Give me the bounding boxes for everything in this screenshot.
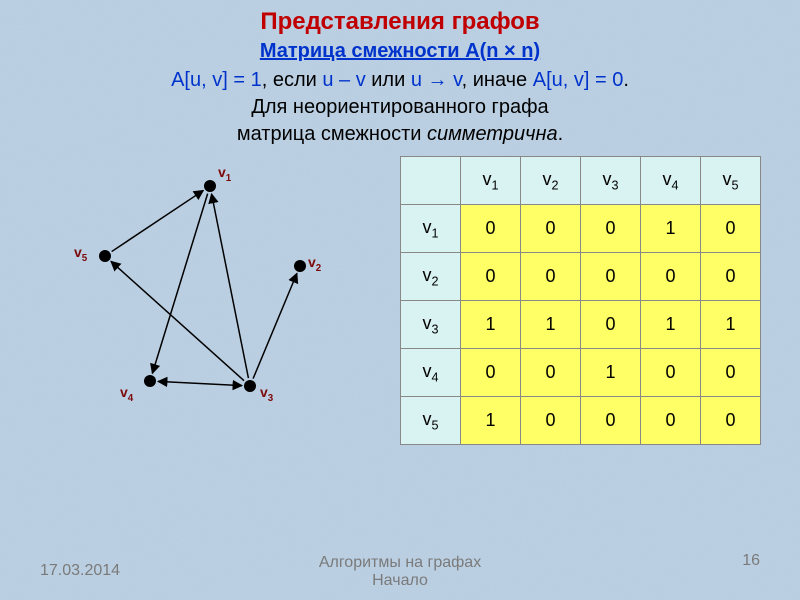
matrix-row-header: v1 bbox=[401, 205, 461, 253]
matrix-row-header: v5 bbox=[401, 397, 461, 445]
matrix-col-header: v1 bbox=[461, 157, 521, 205]
matrix-col-header: v3 bbox=[581, 157, 641, 205]
matrix-cell: 0 bbox=[581, 397, 641, 445]
graph-edge bbox=[253, 273, 297, 378]
graph-node-label: v5 bbox=[74, 244, 87, 264]
matrix-cell: 0 bbox=[641, 397, 701, 445]
matrix-row-header: v4 bbox=[401, 349, 461, 397]
matrix-cell: 1 bbox=[461, 301, 521, 349]
graph-node bbox=[99, 250, 111, 262]
matrix-cell: 1 bbox=[581, 349, 641, 397]
adjacency-matrix-table: v1v2v3v4v5v100010v200000v311011v400100v5… bbox=[400, 156, 761, 445]
matrix-cell: 0 bbox=[461, 349, 521, 397]
matrix-cell: 0 bbox=[461, 205, 521, 253]
matrix-col-header: v4 bbox=[641, 157, 701, 205]
slide-footer: 17.03.2014 Алгоритмы на графахНачало 16 bbox=[0, 554, 800, 590]
slide-subtitle: Матрица смежности A(n × n) bbox=[0, 40, 800, 63]
matrix-col-header: v5 bbox=[701, 157, 761, 205]
matrix-cell: 0 bbox=[641, 349, 701, 397]
matrix-row-header: v3 bbox=[401, 301, 461, 349]
graph-node-label: v3 bbox=[260, 384, 273, 404]
graph-edge bbox=[112, 190, 204, 251]
matrix-cell: 1 bbox=[641, 205, 701, 253]
matrix-col-header: v2 bbox=[521, 157, 581, 205]
matrix-cell: 0 bbox=[521, 205, 581, 253]
slide-title: Представления графов bbox=[0, 0, 800, 36]
matrix-cell: 0 bbox=[581, 253, 641, 301]
graph-diagram: v1 v2 v3 v4 v5 bbox=[60, 156, 360, 436]
matrix-cell: 0 bbox=[521, 349, 581, 397]
footer-page-number: 16 bbox=[742, 552, 760, 570]
graph-edge bbox=[111, 261, 244, 380]
matrix-cell: 1 bbox=[521, 301, 581, 349]
formula-line: A[u, v] = 1, если u – v или u → v, иначе… bbox=[0, 69, 800, 92]
graph-node-label: v4 bbox=[120, 384, 133, 404]
matrix-cell: 0 bbox=[701, 397, 761, 445]
graph-node bbox=[204, 180, 216, 192]
matrix-cell: 1 bbox=[641, 301, 701, 349]
matrix-row-header: v2 bbox=[401, 253, 461, 301]
graph-node bbox=[244, 380, 256, 392]
matrix-cell: 0 bbox=[581, 301, 641, 349]
graph-edge bbox=[152, 194, 207, 374]
matrix-cell: 0 bbox=[461, 253, 521, 301]
matrix-cell: 0 bbox=[521, 397, 581, 445]
matrix-cell: 0 bbox=[701, 349, 761, 397]
graph-edge bbox=[158, 381, 242, 385]
footer-date: 17.03.2014 bbox=[40, 562, 120, 580]
matrix-cell: 0 bbox=[701, 253, 761, 301]
matrix-cell: 1 bbox=[701, 301, 761, 349]
matrix-cell: 0 bbox=[521, 253, 581, 301]
text-line-3: матрица смежности симметрична. bbox=[0, 123, 800, 146]
matrix-cell: 0 bbox=[581, 205, 641, 253]
graph-node bbox=[144, 375, 156, 387]
matrix-cell: 0 bbox=[701, 205, 761, 253]
graph-node bbox=[294, 260, 306, 272]
text-line-2: Для неориентированного графа bbox=[0, 96, 800, 119]
matrix-cell: 0 bbox=[641, 253, 701, 301]
matrix-cell: 1 bbox=[461, 397, 521, 445]
graph-node-label: v1 bbox=[218, 164, 231, 184]
graph-node-label: v2 bbox=[308, 254, 321, 274]
graph-edge bbox=[212, 194, 249, 378]
